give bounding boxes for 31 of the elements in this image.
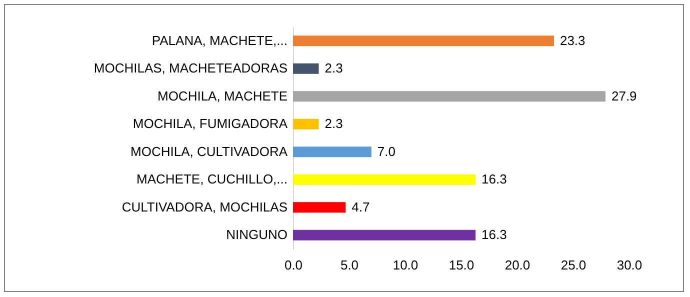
y-tick-label: MACHETE, CUCHILLO,...: [136, 172, 288, 187]
data-label: 7.0: [377, 144, 396, 159]
bar: [293, 174, 476, 185]
y-tick-label: CULTIVADORA, MOCHILAS: [122, 199, 288, 214]
x-tick-label: 0.0: [284, 258, 303, 272]
y-tick-label: NINGUNO: [226, 227, 288, 242]
x-tick-label: 15.0: [448, 258, 474, 272]
bar: [293, 36, 554, 46]
bar: [293, 118, 319, 130]
x-tick-label: 5.0: [340, 258, 359, 272]
y-tick-label: MOCHILA, FUMIGADORA: [132, 116, 288, 132]
x-tick-label: 30.0: [616, 258, 642, 272]
y-tick-label: MOCHILA, CULTIVADORA: [130, 144, 288, 159]
bar: [293, 230, 476, 240]
bar: [293, 63, 319, 74]
data-label: 4.7: [352, 199, 370, 214]
bar: [293, 91, 606, 102]
y-tick-label: MOCHILAS, MACHETEADORAS: [94, 60, 288, 76]
bar: [293, 202, 346, 213]
data-label: 23.3: [560, 32, 586, 48]
y-tick-label: PALANA, MACHETE,...: [152, 32, 288, 48]
x-tick-label: 20.0: [504, 258, 530, 272]
data-label: 16.3: [482, 172, 507, 187]
y-tick-label: MOCHILA, MACHETE: [157, 88, 288, 104]
data-label: 27.9: [611, 88, 637, 104]
x-tick-label: 25.0: [560, 258, 586, 272]
data-label: 2.3: [324, 60, 343, 76]
bar: [293, 146, 372, 158]
x-tick-label: 10.0: [392, 258, 418, 272]
data-label: 16.3: [482, 227, 507, 242]
data-label: 2.3: [324, 116, 343, 132]
